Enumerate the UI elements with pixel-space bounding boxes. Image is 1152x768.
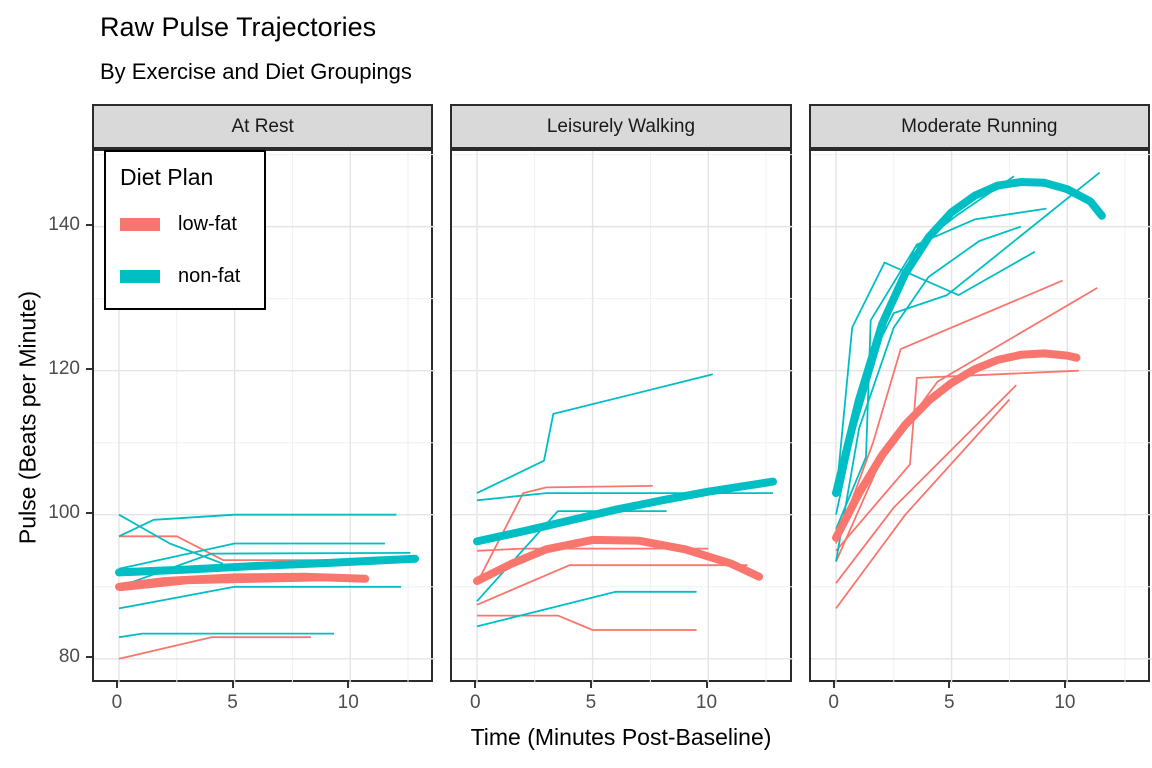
legend-title: Diet Plan [120, 164, 214, 190]
facet-panel-3 [808, 149, 1152, 684]
x-tick-label: 0 [469, 692, 481, 713]
x-tick-label: 5 [227, 692, 238, 713]
trajectory-low-fat [834, 398, 1010, 609]
trajectory-low-fat [119, 535, 328, 562]
legend-label-non-fat: non-fat [178, 264, 241, 287]
x-tick-label: 5 [943, 692, 955, 713]
trajectory-non-fat [118, 513, 397, 538]
y-axis-title: Pulse (Beats per Minute) [14, 290, 41, 545]
y-tick-mark [86, 223, 92, 226]
trajectory-low-fat [834, 287, 1098, 562]
trajectory-low-fat [834, 384, 1017, 584]
trajectory-low-fat [835, 369, 1079, 552]
trajectory-low-fat [118, 636, 311, 660]
facet-strip-label: Leisurely Walking [546, 115, 696, 137]
x-axis-title: Time (Minutes Post-Baseline) [470, 724, 772, 750]
x-tick-mark [1063, 682, 1066, 688]
trajectory-non-fat [118, 513, 224, 565]
x-tick-label: 10 [695, 692, 718, 713]
x-tick-label: 10 [337, 692, 359, 713]
smooth-trend-non-fat [473, 477, 778, 546]
y-tick-label: 80 [58, 645, 80, 667]
legend-entry-non-fat: non-fat [120, 264, 241, 287]
x-tick-mark [474, 682, 477, 688]
x-tick-mark [115, 682, 118, 688]
x-tick-label: 10 [1054, 692, 1076, 713]
smooth-trend-low-fat [115, 572, 370, 591]
facet-strip-label: Moderate Running [901, 115, 1058, 137]
trajectory-low-fat [834, 279, 1063, 544]
trajectory-non-fat [118, 632, 334, 639]
trajectory-non-fat [834, 207, 1047, 530]
facet-strip-leisurely-walking: Leisurely Walking [450, 104, 792, 149]
low-fat-color-swatch [120, 217, 160, 231]
legend-box: Diet Plan low-fat non-fat [104, 150, 266, 310]
trajectory-non-fat [118, 551, 411, 588]
smooth-trend-non-fat [115, 554, 419, 577]
x-tick-mark [231, 682, 234, 688]
trajectory-non-fat [476, 510, 667, 602]
x-tick-label: 0 [828, 692, 839, 713]
facet-strip-label: At Rest [231, 115, 294, 137]
legend-label-low-fat: low-fat [178, 212, 237, 235]
x-tick-mark [948, 682, 951, 688]
facet-strip-at-rest: At Rest [92, 104, 434, 149]
trajectory-non-fat [834, 175, 1015, 494]
x-tick-mark [705, 682, 708, 688]
x-tick-mark [832, 682, 835, 688]
x-tick-mark [347, 682, 350, 688]
x-tick-label: 5 [585, 692, 597, 713]
y-tick-label: 100 [48, 501, 80, 523]
x-tick-label: 0 [111, 692, 123, 713]
page-title: Raw Pulse Trajectories [100, 12, 377, 42]
y-tick-label: 120 [48, 357, 80, 379]
y-tick-mark [86, 367, 92, 370]
y-tick-mark [86, 655, 92, 658]
trajectory-low-fat [476, 564, 748, 606]
page-subtitle: By Exercise and Diet Groupings [100, 59, 412, 84]
trajectory-non-fat [834, 225, 1021, 562]
trajectory-non-fat [476, 373, 714, 494]
legend-entry-low-fat: low-fat [120, 212, 237, 235]
trajectory-non-fat [118, 585, 402, 610]
facet-plot-svg [810, 151, 1152, 684]
trajectory-non-fat [834, 251, 1035, 497]
smooth-trend-low-fat [473, 535, 764, 585]
facet-panel-2 [450, 149, 794, 684]
y-tick-mark [86, 511, 92, 514]
trajectory-non-fat [118, 542, 385, 570]
y-tick-label: 140 [48, 213, 80, 235]
facet-plot-svg [452, 151, 794, 684]
x-tick-mark [589, 682, 592, 688]
smooth-trend-low-fat [831, 349, 1081, 542]
non-fat-color-swatch [120, 269, 160, 283]
trajectory-non-fat [477, 590, 697, 628]
facet-strip-moderate-running: Moderate Running [808, 104, 1150, 149]
smooth-trend-non-fat [831, 178, 1106, 498]
